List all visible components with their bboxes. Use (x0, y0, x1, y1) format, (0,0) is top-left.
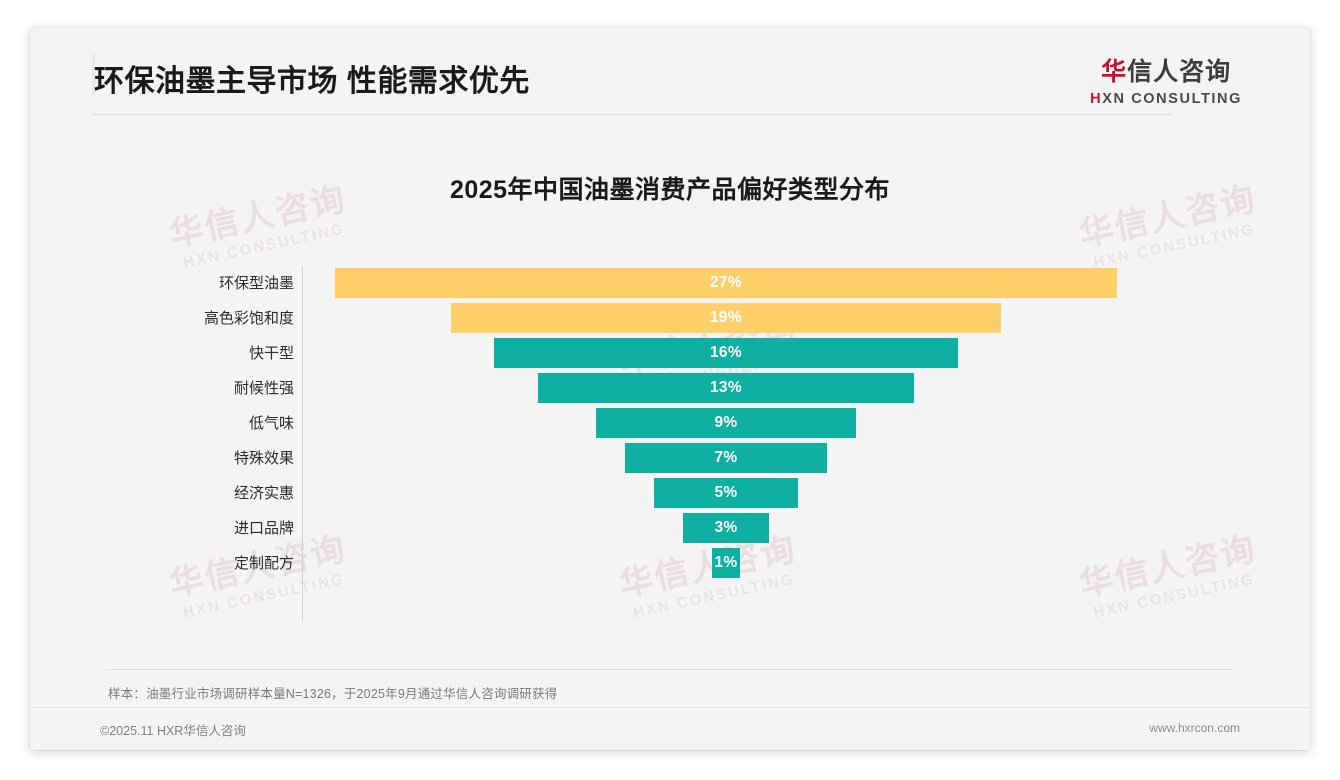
source-note: 样本：油墨行业市场调研样本量N=1326，于2025年9月通过华信人咨询调研获得 (108, 687, 558, 701)
watermark-en-text: HXN CONSULTING (181, 220, 347, 272)
chart-bar[interactable]: 3% (682, 513, 770, 543)
header-accent-bar (92, 54, 95, 94)
chart-bar[interactable]: 5% (653, 478, 799, 508)
chart-row: 耐候性强 13% (30, 371, 1310, 406)
slide-header: 环保油墨主导市场 性能需求优先 华信人咨询 HXN CONSULTING (30, 28, 1310, 121)
logo-english-text: HXN CONSULTING (1090, 92, 1242, 107)
category-label: 经济实惠 (233, 485, 294, 502)
bar-value-label: 3% (714, 519, 738, 536)
chart-row: 高色彩饱和度 19% (30, 301, 1310, 336)
chart-row: 环保型油墨 27% (30, 266, 1310, 301)
chart-bar[interactable]: 16% (494, 338, 958, 368)
header-divider (93, 114, 1171, 115)
footer-divider (30, 707, 1310, 708)
chart-bar[interactable]: 1% (711, 548, 741, 578)
chart-title: 2025年中国油墨消费产品偏好类型分布 (449, 176, 891, 204)
category-label: 高色彩饱和度 (203, 310, 294, 327)
chart-row: 快干型 16% (30, 336, 1310, 371)
logo-cn-rest: 信人咨询 (1127, 58, 1232, 86)
bar-value-label: 13% (710, 379, 742, 396)
page-title: 环保油墨主导市场 性能需求优先 (94, 65, 530, 98)
logo-cn-accent-char: 华 (1101, 58, 1128, 86)
category-label: 低气味 (248, 415, 294, 432)
chart-bar[interactable]: 9% (595, 408, 857, 438)
category-label: 环保型油墨 (218, 275, 294, 292)
bar-value-label: 19% (710, 309, 742, 326)
bar-value-label: 9% (714, 414, 738, 431)
chart-bar[interactable]: 19% (450, 303, 1002, 333)
watermark-en-text: HXN CONSULTING (1091, 220, 1257, 272)
slide-canvas: 华信人咨询 HXN CONSULTING 华信人咨询 HXN CONSULTIN… (30, 28, 1310, 750)
bar-value-label: 5% (714, 484, 738, 501)
chart-bar[interactable]: 13% (537, 373, 915, 403)
bar-value-label: 7% (714, 449, 738, 466)
bar-value-label: 27% (710, 274, 742, 291)
copyright-text: ©2025.11 HXR华信人咨询 (100, 724, 246, 738)
category-label: 快干型 (248, 345, 294, 362)
category-label: 特殊效果 (233, 450, 294, 467)
chart-bar[interactable]: 7% (624, 443, 828, 473)
website-url[interactable]: www.hxrcon.com (1149, 721, 1240, 735)
chart-row: 定制配方 1% (30, 546, 1310, 581)
category-axis-line (302, 266, 303, 621)
logo-en-accent-char: H (1090, 91, 1103, 107)
chart-row: 特殊效果 7% (30, 441, 1310, 476)
category-label: 定制配方 (233, 555, 294, 572)
logo-chinese-text: 华信人咨询 (1090, 60, 1242, 85)
chart-row: 进口品牌 3% (30, 511, 1310, 546)
chart-row: 经济实惠 5% (30, 476, 1310, 511)
bar-value-label: 1% (714, 554, 738, 571)
chart-row: 低气味 9% (30, 406, 1310, 441)
logo-en-rest: XN CONSULTING (1102, 91, 1242, 107)
note-divider (106, 669, 1234, 670)
bar-value-label: 16% (710, 344, 742, 361)
category-label: 进口品牌 (233, 520, 294, 537)
category-label: 耐候性强 (233, 380, 294, 397)
slide-footer: ©2025.11 HXR华信人咨询 www.hxrcon.com (30, 708, 1310, 750)
chart-bar[interactable]: 27% (335, 268, 1117, 298)
funnel-chart: 环保型油墨 27% 高色彩饱和度 19% 快干型 16% 耐候性强 13% 低气味 9% 特殊效果 7… (30, 266, 1310, 626)
brand-logo: 华信人咨询 HXN CONSULTING (1090, 60, 1242, 107)
